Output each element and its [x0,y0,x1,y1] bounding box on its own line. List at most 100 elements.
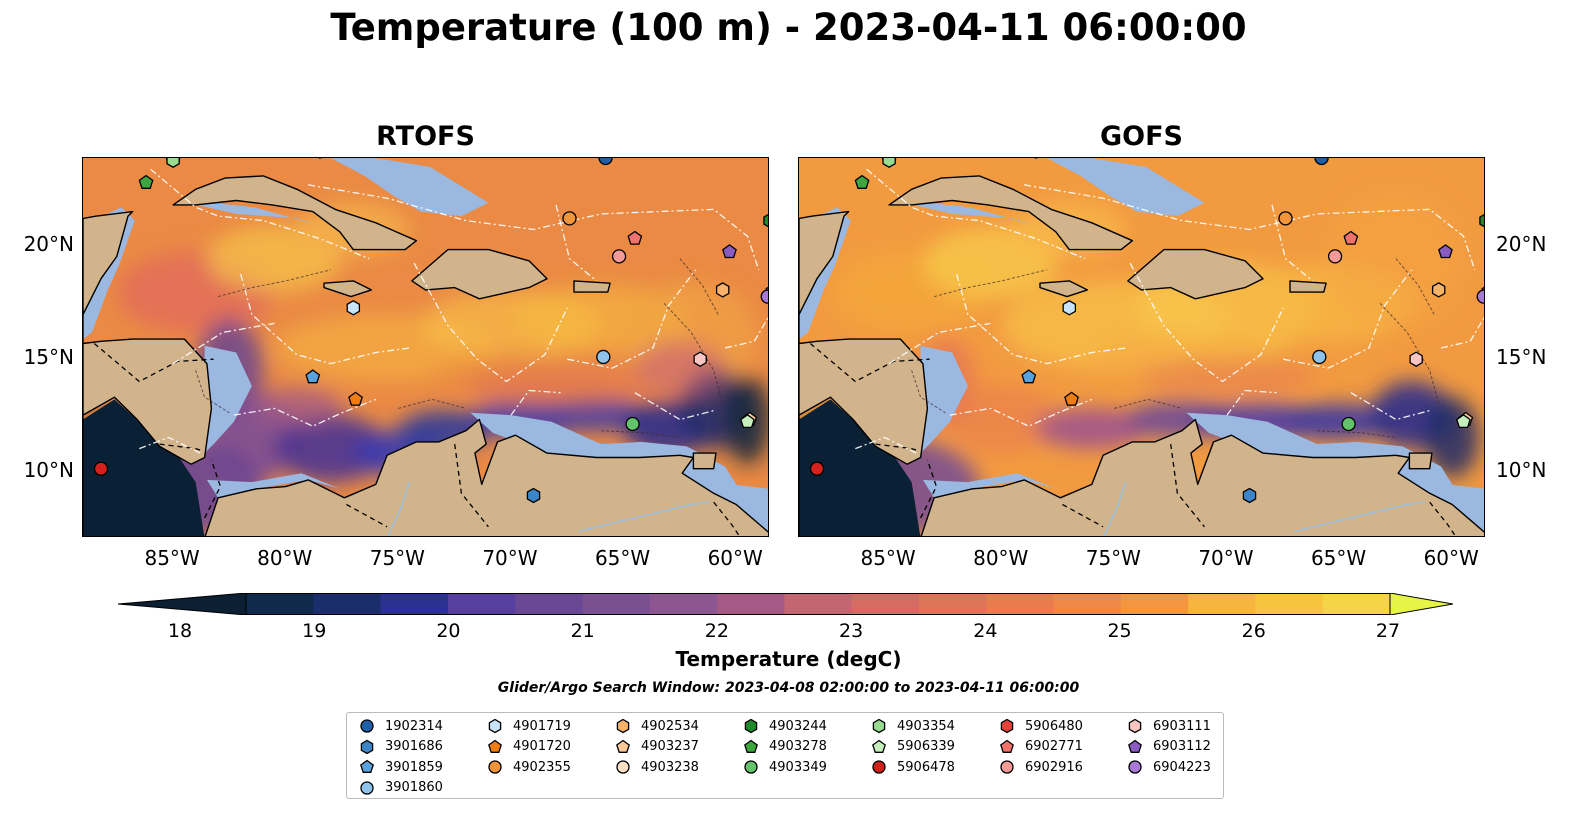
legend-item-4903278: 4903278 [743,737,827,758]
obs-marker-5906478[interactable] [93,461,109,476]
hexagon-marker-icon [616,718,630,734]
xtick-gofs-2: 75°W [1085,546,1141,570]
obs-marker-4901720[interactable] [348,391,363,406]
legend-item-4903237: 4903237 [615,737,699,758]
map-panel-rtofs[interactable] [82,157,769,537]
legend-item-4901719: 4901719 [487,716,571,737]
obs-marker-4903349[interactable] [625,416,640,432]
obs-marker-5906339[interactable] [740,413,755,429]
ytick-right-10n: 10°N [1496,458,1547,482]
obs-marker-6903111[interactable] [693,351,707,367]
shelf-nicaragua [920,345,968,454]
obs-marker-4903278[interactable] [138,174,154,189]
obs-marker-6902916[interactable] [611,249,627,264]
land-hispaniola [1127,248,1264,300]
land-jamaica [1039,280,1088,298]
obs-marker-4901719[interactable] [1062,300,1077,316]
ytick-right-20n: 20°N [1496,232,1547,256]
obs-marker-5906339[interactable] [1456,413,1471,429]
land-trinidad [692,452,717,470]
obs-marker-6902771[interactable] [627,230,643,245]
xtick-gofs-0: 85°W [860,546,916,570]
colorbar-tick-27: 27 [1375,620,1401,642]
hexagon-marker-icon [1128,718,1142,734]
panel-title-rtofs: RTOFS [376,121,475,152]
circle-marker-icon [488,760,502,774]
hexagon-marker-icon [744,718,758,734]
shelf-bahamasShelf [1001,158,1205,217]
shelf-bahamasShelf [285,158,489,217]
obs-marker-3901860[interactable] [1312,349,1327,365]
hexagon-marker-icon [872,718,886,734]
legend-item-6903112: 6903112 [1127,737,1211,758]
legend-label: 4903237 [641,739,699,755]
obs-marker-6903112[interactable] [722,244,737,259]
pentagon-marker-icon [1128,739,1142,753]
circle-marker-icon [360,781,374,795]
legend-item-4901720: 4901720 [487,737,571,758]
land-southAmMain [204,418,768,536]
circle-marker-icon [744,760,758,774]
obs-marker-3901686[interactable] [526,487,541,504]
legend-label: 3901860 [385,780,443,796]
shelf-guianaShelf [731,484,768,530]
legend-label: 6903111 [1153,718,1211,734]
shelf-guianaShelf [1447,484,1484,530]
obs-marker-3901859[interactable] [1021,369,1037,384]
obs-marker-6903111[interactable] [1409,351,1423,367]
obs-marker-4902355[interactable] [562,211,577,226]
legend-item-6904223: 6904223 [1127,757,1211,778]
legend-label: 4903278 [769,739,827,755]
obs-marker-4902534[interactable] [715,282,730,298]
legend-item-3901686: 3901686 [359,737,443,758]
obs-marker-4903349[interactable] [1341,416,1356,432]
obs-marker-4902355[interactable] [1278,211,1293,226]
land-cuba [172,175,418,251]
obs-marker-4903278[interactable] [854,174,870,189]
obs-marker-3901686[interactable] [1242,487,1257,504]
obs-marker-6904223[interactable] [760,289,769,304]
legend-item-3901859: 3901859 [359,757,443,778]
legend-item-4902355: 4902355 [487,757,571,778]
xtick-rtofs-1: 80°W [257,546,313,570]
circle-marker-icon [872,760,886,774]
xtick-rtofs-0: 85°W [144,546,200,570]
pentagon-marker-icon [488,739,502,753]
xtick-rtofs-4: 65°W [594,546,651,570]
obs-marker-3901860[interactable] [596,349,611,365]
obs-marker-1902314[interactable] [598,158,613,166]
legend-label: 4902355 [513,759,571,775]
search-window-text: Glider/Argo Search Window: 2023-04-08 02… [497,680,1080,696]
legend-label: 5906480 [1025,718,1083,734]
land-southAm [83,210,213,536]
legend-label: 1902314 [385,718,443,734]
legend-label: 5906478 [897,759,955,775]
map-panel-gofs[interactable] [798,157,1485,537]
obs-marker-4901719[interactable] [346,300,361,316]
colorbar [117,592,1454,616]
obs-marker-6904223[interactable] [1476,289,1485,304]
obs-marker-4902534[interactable] [1431,282,1446,298]
obs-marker-4903354[interactable] [166,158,180,168]
ytick-right-15n: 15°N [1496,345,1547,369]
obs-marker-5906478[interactable] [809,461,825,476]
obs-marker-6902916[interactable] [1327,249,1343,264]
obs-marker-6903112[interactable] [1438,244,1453,259]
legend-item-1902314: 1902314 [359,716,443,737]
legend-label: 6902771 [1025,739,1083,755]
circle-marker-icon [616,760,630,774]
colorbar-extend-low [117,592,247,616]
legend-item-6902771: 6902771 [999,737,1083,758]
obs-marker-3901859[interactable] [305,369,321,384]
legend-label: 6904223 [1153,759,1211,775]
obs-marker-6902771[interactable] [1343,230,1359,245]
obs-marker-4903354[interactable] [882,158,896,168]
obs-marker-4901720[interactable] [1064,391,1079,406]
obs-marker-4903244[interactable] [1479,213,1485,228]
obs-marker-4903244[interactable] [763,213,769,228]
legend-item-6902916: 6902916 [999,757,1083,778]
shelf-panama [206,473,340,498]
xtick-gofs-4: 65°W [1310,546,1367,570]
legend-item-5906339: 5906339 [871,737,955,758]
obs-marker-1902314[interactable] [1314,158,1329,166]
